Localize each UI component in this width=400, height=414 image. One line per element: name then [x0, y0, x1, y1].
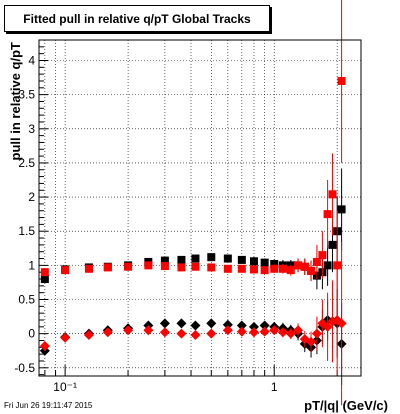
x-axis-label: pT/|q| (GeV/c)	[304, 398, 388, 413]
data-point-square	[61, 266, 70, 275]
data-point-square	[260, 258, 269, 267]
y-tick-label: 1.5	[18, 224, 35, 238]
data-point-square	[294, 261, 303, 270]
data-point-diamond	[248, 321, 259, 332]
data-point-diamond	[259, 320, 270, 331]
data-point-diamond	[190, 320, 201, 331]
chart-axes: -0.5 0 0.5 1 1.5 2 2.5 3 3.5 4 10⁻¹ 1	[14, 46, 338, 394]
data-point-square	[177, 263, 186, 272]
data-point-square	[328, 190, 337, 199]
y-axis-label: pull in relative q/pT	[8, 42, 23, 161]
y-tick-label: 0	[28, 327, 35, 341]
y-tick-label: 0.5	[18, 293, 35, 307]
data-point-diamond	[236, 320, 247, 331]
data-point-square	[318, 251, 327, 260]
data-point-diamond	[222, 319, 233, 330]
data-point-square	[249, 265, 258, 274]
data-point-diamond	[39, 340, 50, 351]
data-point-square	[207, 253, 216, 262]
data-point-square	[223, 254, 232, 263]
data-point-square	[40, 268, 49, 277]
data-point-square	[323, 261, 332, 270]
data-point-square	[84, 264, 93, 273]
data-point-square	[40, 275, 49, 284]
timestamp: Fri Jun 26 19:11:47 2015	[4, 401, 93, 410]
data-point-square	[323, 210, 332, 219]
data-point-square	[124, 262, 133, 271]
data-point-diamond	[176, 318, 187, 329]
y-tick-label: 1	[28, 258, 35, 272]
data-point-square	[191, 254, 200, 263]
data-point-square	[270, 264, 279, 273]
y-tick-label: 2.5	[18, 156, 35, 170]
chart-title: Fitted pull in relative q/pT Global Trac…	[23, 12, 251, 26]
data-point-square	[312, 257, 321, 266]
data-point-square	[237, 255, 246, 264]
data-point-square	[177, 255, 186, 264]
data-point-diamond	[176, 328, 187, 339]
data-point-diamond	[159, 318, 170, 329]
data-point-diamond	[259, 326, 270, 337]
data-point-diamond	[123, 325, 134, 336]
y-tick-label: 3.5	[18, 88, 35, 102]
chart-data-layer	[39, 0, 347, 406]
data-point-diamond	[306, 336, 317, 347]
data-point-diamond	[222, 325, 233, 336]
data-point-square	[286, 266, 295, 275]
data-point-diamond	[83, 330, 94, 341]
data-point-diamond	[248, 327, 259, 338]
data-point-diamond	[190, 330, 201, 341]
data-point-square	[160, 256, 169, 265]
data-point-diamond	[159, 327, 170, 338]
data-point-square	[337, 205, 346, 214]
data-point-square	[337, 76, 346, 85]
data-point-diamond	[336, 318, 347, 329]
x-tick-label: 10⁻¹	[53, 380, 77, 394]
x-tick-label: 1	[271, 380, 278, 394]
data-point-diamond	[102, 327, 113, 338]
data-point-square	[300, 262, 309, 271]
data-point-diamond	[143, 325, 154, 336]
data-point-square	[328, 240, 337, 249]
data-point-diamond	[311, 328, 322, 339]
data-point-diamond	[277, 327, 288, 338]
y-tick-label: 3	[28, 122, 35, 136]
plot-frame	[38, 39, 362, 377]
data-point-square	[223, 264, 232, 273]
data-point-square	[278, 264, 287, 273]
data-point-diamond	[236, 326, 247, 337]
data-point-square	[191, 262, 200, 271]
y-tick-label: -0.5	[14, 361, 35, 375]
data-point-square	[260, 266, 269, 275]
data-point-square	[249, 257, 258, 266]
chart-title-box: Fitted pull in relative q/pT Global Trac…	[4, 5, 270, 32]
y-tick-label: 4	[28, 53, 35, 67]
y-tick-label: 2	[28, 190, 35, 204]
data-point-square	[307, 266, 316, 275]
data-point-diamond	[269, 325, 280, 336]
data-point-square	[160, 262, 169, 271]
data-point-diamond	[206, 318, 217, 329]
data-point-diamond	[285, 328, 296, 339]
data-point-square	[103, 263, 112, 272]
data-point-square	[237, 264, 246, 273]
data-point-diamond	[206, 328, 217, 339]
data-point-square	[270, 260, 279, 268]
plot-frame-border	[38, 39, 362, 377]
data-point-diamond	[293, 325, 304, 336]
data-point-square	[144, 261, 153, 270]
data-point-diamond	[322, 321, 333, 332]
data-point-square	[207, 263, 216, 272]
data-point-diamond	[60, 332, 71, 343]
